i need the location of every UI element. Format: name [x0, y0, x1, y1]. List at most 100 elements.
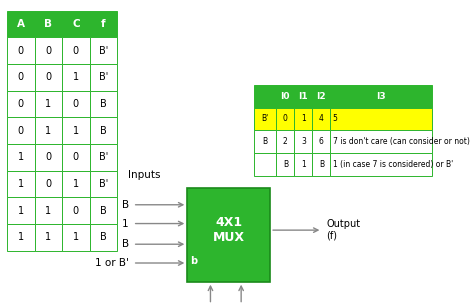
Bar [276, 130, 294, 153]
Bar [90, 197, 117, 224]
Bar [35, 64, 62, 91]
Bar [90, 171, 117, 197]
Bar [90, 11, 117, 37]
Bar [90, 117, 117, 144]
Bar [7, 64, 35, 91]
Text: 0: 0 [46, 152, 51, 162]
Bar [62, 197, 90, 224]
Bar [62, 144, 90, 171]
Bar [7, 224, 35, 251]
Text: I2: I2 [317, 92, 326, 101]
Bar [35, 117, 62, 144]
Text: C: C [72, 19, 80, 29]
Text: Inputs: Inputs [128, 170, 161, 180]
Text: 1: 1 [122, 218, 129, 228]
Bar [330, 85, 432, 108]
Bar [7, 117, 35, 144]
Bar [62, 117, 90, 144]
Text: B': B' [99, 179, 108, 189]
Bar [276, 108, 294, 130]
Bar [330, 130, 432, 153]
Bar [62, 224, 90, 251]
Bar [254, 85, 276, 108]
Bar [7, 37, 35, 64]
Bar [294, 130, 312, 153]
Text: 1: 1 [73, 72, 79, 82]
Bar [7, 91, 35, 117]
Text: 3: 3 [301, 137, 306, 146]
Bar [90, 91, 117, 117]
Text: B: B [100, 125, 107, 136]
Bar [35, 91, 62, 117]
Bar [312, 153, 330, 176]
Text: B': B' [99, 45, 108, 56]
Text: 1: 1 [18, 152, 24, 162]
Bar [35, 37, 62, 64]
Bar [276, 153, 294, 176]
Bar [62, 64, 90, 91]
Text: B: B [122, 239, 129, 249]
Bar [62, 91, 90, 117]
Bar [312, 85, 330, 108]
Text: 1: 1 [73, 179, 79, 189]
Text: 1: 1 [46, 205, 51, 216]
Text: B: B [319, 160, 324, 169]
Text: 0: 0 [18, 125, 24, 136]
Text: 1: 1 [46, 99, 51, 109]
Bar [62, 171, 90, 197]
Text: f: f [101, 19, 106, 29]
Text: 0: 0 [46, 179, 51, 189]
Bar [254, 130, 276, 153]
Text: B: B [100, 99, 107, 109]
Bar [35, 197, 62, 224]
Bar [7, 144, 35, 171]
Bar [330, 153, 432, 176]
Text: 0: 0 [283, 115, 288, 123]
Text: 0: 0 [18, 45, 24, 56]
Bar [294, 108, 312, 130]
Text: 0: 0 [18, 99, 24, 109]
Text: 5: 5 [333, 115, 337, 123]
Bar [7, 197, 35, 224]
Bar [90, 144, 117, 171]
Text: 1: 1 [73, 232, 79, 242]
Text: B: B [100, 232, 107, 242]
Text: 1: 1 [301, 160, 306, 169]
Text: 0: 0 [73, 45, 79, 56]
Text: 1: 1 [18, 232, 24, 242]
Bar [90, 37, 117, 64]
Text: B: B [122, 200, 129, 210]
Text: 1: 1 [18, 205, 24, 216]
Bar [90, 64, 117, 91]
Text: 1 (in case 7 is considered) or B': 1 (in case 7 is considered) or B' [333, 160, 453, 169]
Text: 0: 0 [73, 99, 79, 109]
Text: 1: 1 [301, 115, 306, 123]
Bar [7, 11, 35, 37]
Bar [294, 85, 312, 108]
Bar [7, 171, 35, 197]
Bar [254, 153, 276, 176]
Text: 0: 0 [46, 45, 51, 56]
Bar [35, 144, 62, 171]
Bar [312, 108, 330, 130]
Bar [62, 11, 90, 37]
Bar [254, 108, 276, 130]
Bar [62, 37, 90, 64]
Text: B: B [100, 205, 107, 216]
Text: 0: 0 [46, 72, 51, 82]
Bar [312, 130, 330, 153]
Bar [35, 224, 62, 251]
Text: 4X1
MUX: 4X1 MUX [213, 216, 245, 244]
Text: I0: I0 [281, 92, 290, 101]
Bar [35, 171, 62, 197]
Text: 2: 2 [283, 137, 288, 146]
Text: 0: 0 [18, 72, 24, 82]
Text: B': B' [99, 152, 108, 162]
Text: 1 or B': 1 or B' [95, 258, 129, 268]
Bar [294, 153, 312, 176]
Text: B': B' [261, 115, 269, 123]
Text: B: B [45, 19, 52, 29]
Text: 6: 6 [319, 137, 324, 146]
Text: 1: 1 [46, 125, 51, 136]
Text: 1: 1 [46, 232, 51, 242]
